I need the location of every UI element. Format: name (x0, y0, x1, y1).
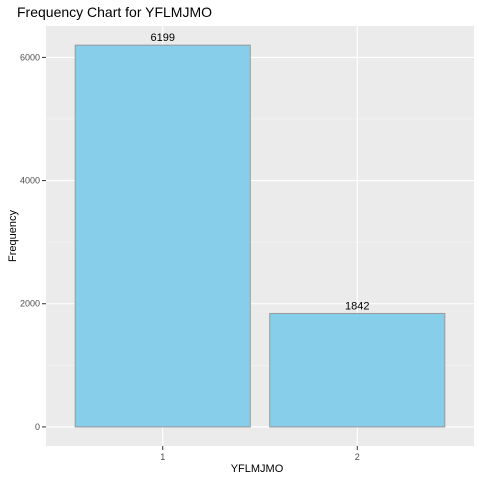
y-tick-label: 0 (35, 422, 40, 432)
x-axis-title: YFLMJMO (231, 463, 284, 475)
data-label-2: 1842 (345, 300, 369, 312)
y-axis-title: Frequency (7, 210, 19, 262)
y-tick-label: 2000 (20, 299, 40, 309)
y-tick-label: 4000 (20, 176, 40, 186)
y-axis: 0 2000 4000 6000 (20, 52, 46, 432)
x-tick-label: 1 (160, 452, 165, 462)
bars (74, 44, 446, 428)
bar-1 (74, 44, 251, 428)
bar-data-labels: 6199 1842 (150, 32, 369, 312)
x-tick-label: 2 (355, 452, 360, 462)
y-tick-label: 6000 (20, 52, 40, 62)
bar-2 (269, 312, 446, 428)
chart-title: Frequency Chart for YFLMJMO (17, 4, 212, 20)
data-label-1: 6199 (150, 32, 174, 44)
